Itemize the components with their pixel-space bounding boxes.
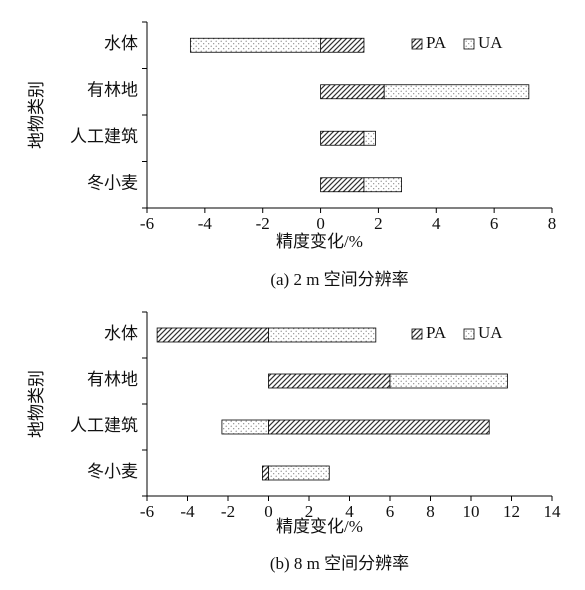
legend-swatch [463, 38, 475, 50]
y-tick-label: 有林地 [87, 81, 138, 100]
x-tick-label: -6 [140, 214, 154, 233]
caption: (a) 2 m 空间分辨率 [270, 270, 408, 289]
bar [189, 37, 321, 53]
bar [363, 177, 402, 193]
bar [268, 327, 377, 343]
y-tick-label: 冬小麦 [87, 462, 138, 481]
bar [156, 327, 269, 343]
bar [320, 37, 365, 53]
x-tick-label: -2 [221, 502, 235, 521]
x-tick-label: -4 [198, 214, 213, 233]
x-tick-label: 10 [463, 502, 480, 521]
x-tick-label: 6 [386, 502, 395, 521]
bar [268, 373, 391, 389]
x-tick-label: 8 [426, 502, 435, 521]
legend-label: UA [478, 33, 503, 52]
bar [320, 177, 365, 193]
bar [221, 419, 269, 435]
legend-swatch [411, 38, 423, 50]
y-axis-title: 地物类别 [27, 370, 46, 438]
x-tick-label: -6 [140, 502, 154, 521]
x-tick-label: -4 [180, 502, 195, 521]
bar [268, 419, 490, 435]
bar [320, 84, 385, 100]
bar [389, 373, 508, 389]
x-tick-label: 14 [544, 502, 562, 521]
bar [363, 130, 376, 146]
bar [383, 84, 530, 100]
bar [262, 465, 269, 481]
x-tick-label: 6 [490, 214, 499, 233]
legend-swatch [463, 328, 475, 340]
legend-label: PA [426, 33, 447, 52]
legend-label: PA [426, 323, 447, 342]
x-tick-label: 0 [316, 214, 325, 233]
legend-label: UA [478, 323, 503, 342]
legend-swatch [411, 328, 423, 340]
bar [268, 465, 330, 481]
x-tick-label: -2 [256, 214, 270, 233]
y-tick-label: 人工建筑 [70, 416, 138, 435]
y-tick-label: 人工建筑 [70, 127, 138, 146]
y-axis-title: 地物类别 [27, 81, 46, 149]
x-tick-label: 4 [345, 502, 354, 521]
x-tick-label: 12 [503, 502, 520, 521]
x-axis-title: 精度变化/% [276, 232, 363, 251]
caption: (b) 8 m 空间分辨率 [270, 554, 409, 573]
x-axis-title: 精度变化/% [276, 517, 363, 536]
x-tick-label: 2 [374, 214, 383, 233]
bar [320, 130, 365, 146]
x-tick-label: 0 [264, 502, 273, 521]
x-tick-label: 2 [305, 502, 314, 521]
x-tick-label: 8 [548, 214, 557, 233]
y-tick-label: 水体 [104, 34, 138, 53]
y-tick-label: 水体 [104, 324, 138, 343]
x-tick-label: 4 [432, 214, 441, 233]
y-tick-label: 冬小麦 [87, 174, 138, 193]
y-tick-label: 有林地 [87, 370, 138, 389]
